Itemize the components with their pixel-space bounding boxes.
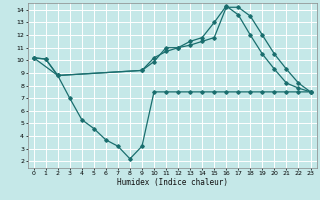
X-axis label: Humidex (Indice chaleur): Humidex (Indice chaleur) — [116, 178, 228, 187]
